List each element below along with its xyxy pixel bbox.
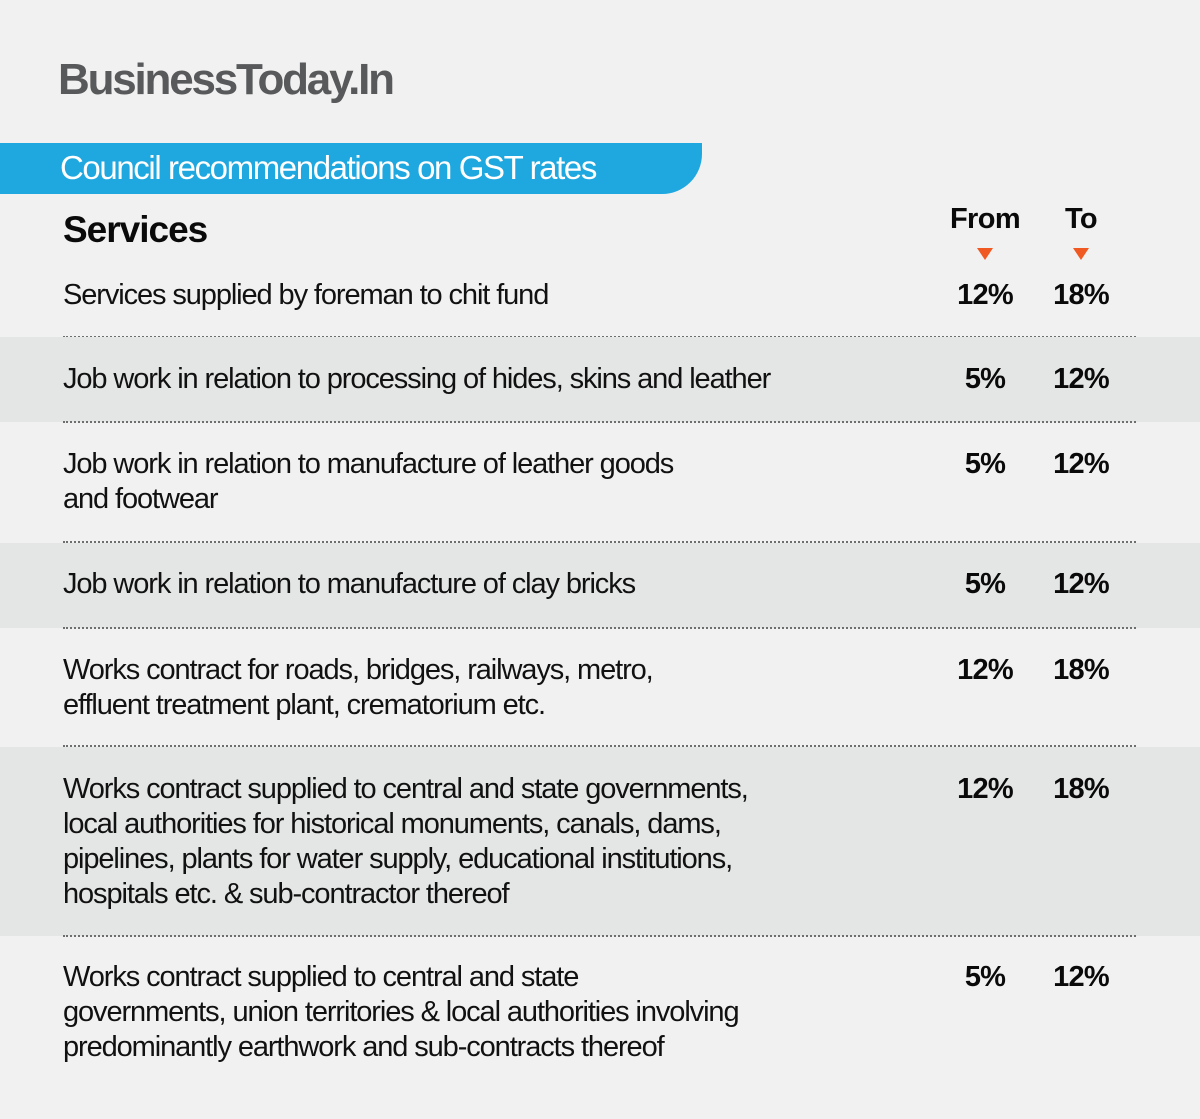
row-description: Services supplied by foreman to chit fun… [63,279,549,311]
down-arrow-icon [1073,248,1089,260]
row-description: Works contract supplied to central and s… [63,773,749,910]
rate-from: 12% [957,279,1013,311]
rate-to: 18% [1053,654,1109,686]
section-title: Services [63,209,208,250]
down-arrow-icon [977,248,993,260]
table-row: Works contract for roads, bridges, railw… [0,629,1200,746]
rate-from: 12% [957,654,1013,686]
row-description: Job work in relation to manufacture of l… [63,448,674,515]
row-divider [63,421,1136,423]
rate-from: 12% [957,773,1013,805]
row-divider [63,935,1136,937]
row-description: Job work in relation to manufacture of c… [63,568,636,600]
rate-from: 5% [964,363,1006,395]
rate-from: 5% [964,961,1006,993]
rate-to: 12% [1053,448,1109,480]
table-row: Job work in relation to processing of hi… [0,337,1200,422]
table-row: Works contract supplied to central and s… [0,937,1200,1119]
rate-from: 5% [964,568,1006,600]
rate-from: 5% [964,448,1006,480]
table-row: Works contract supplied to central and s… [0,747,1200,936]
business-today-logo: BusinessToday.In [58,55,395,104]
row-description: Works contract for roads, bridges, railw… [63,654,654,721]
row-description: Works contract supplied to central and s… [63,961,740,1063]
table-row: Job work in relation to manufacture of c… [0,543,1200,628]
row-divider [63,541,1136,543]
table-row: Services supplied by foreman to chit fun… [0,259,1200,336]
column-header-to: To [1064,203,1098,235]
banner-title: Council recommendations on GST rates [60,149,597,186]
rate-to: 18% [1053,279,1109,311]
rate-to: 12% [1053,961,1109,993]
rate-to: 18% [1053,773,1109,805]
row-divider [63,745,1136,747]
rate-to: 12% [1053,363,1109,395]
table-row: Job work in relation to manufacture of l… [0,423,1200,542]
column-header-from: From [949,203,1021,235]
title-banner [0,143,702,194]
row-divider [63,627,1136,629]
row-description: Job work in relation to processing of hi… [63,363,771,395]
rate-to: 12% [1053,568,1109,600]
